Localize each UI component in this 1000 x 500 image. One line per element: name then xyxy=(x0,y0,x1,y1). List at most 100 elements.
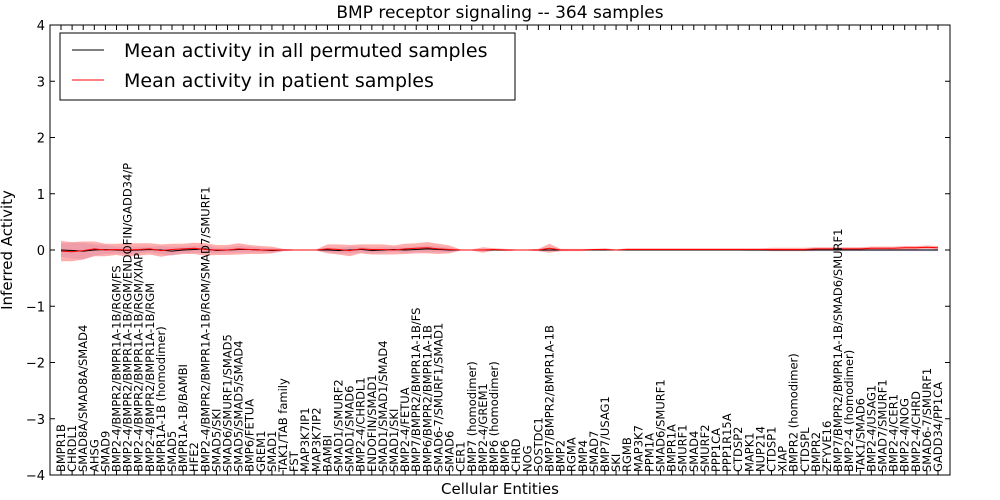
category-label: BMPR1A xyxy=(665,424,679,472)
category-label: ENDOFIN/SMAD1 xyxy=(365,374,379,472)
category-label: XIAP xyxy=(776,446,790,472)
category-label: BMP2-4/BMPR2/BMPR1A-1B/RGM/FS xyxy=(110,265,124,472)
y-tick-label: 0 xyxy=(37,244,45,259)
category-label: SMAD4 xyxy=(687,431,701,472)
series-lines xyxy=(60,246,939,253)
category-label: SMAD9 xyxy=(98,431,112,472)
category-label: BMP6/BMPR2/BMPR1A-1B xyxy=(420,325,434,472)
category-label: PPP1R15A xyxy=(720,413,734,472)
category-label: BMP6 xyxy=(498,440,512,472)
category-label: SMAD8A/SMAD8A/SMAD4 xyxy=(76,325,90,472)
category-label: FST xyxy=(287,450,301,472)
category-label: SMAD6/SMURF1/SMAD5 xyxy=(221,334,235,472)
category-label: RGMA xyxy=(565,437,579,472)
category-label: SMAD6-7/SMURF1 xyxy=(920,368,934,472)
category-label: BMP6 (homodimer) xyxy=(487,361,501,472)
category-label: BMP2-4/NOG xyxy=(898,398,912,472)
category-label: SOSTDC1 xyxy=(531,417,545,472)
category-label: NOG xyxy=(520,445,534,472)
y-tick-label: 1 xyxy=(37,188,45,203)
category-label: SMURF2 xyxy=(698,424,712,472)
category-label: BMPR1B xyxy=(54,424,68,472)
chart-title: BMP receptor signaling -- 364 samples xyxy=(336,3,663,23)
category-label: TAK1/SMAD6 xyxy=(853,398,867,473)
category-label: MAP3K7IP1 xyxy=(298,407,312,472)
category-label: PPP1CA xyxy=(709,428,723,472)
band-series-1 xyxy=(61,241,938,262)
category-label: MAP3K7IP2 xyxy=(309,407,323,472)
category-label: SMAD1/SKI xyxy=(387,409,401,472)
category-label: ZFYVE16 xyxy=(820,421,834,472)
category-label: BMP2-4/CHRD xyxy=(909,391,923,472)
category-label: HFE2 xyxy=(187,442,201,472)
category-label: SKI xyxy=(609,454,623,472)
category-label: BMP7/BMPR2/BMPR1A-1B/FS xyxy=(409,308,423,472)
category-label: BMP2 xyxy=(554,440,568,472)
category-label: SMAD5 xyxy=(165,431,179,472)
category-label: BMPR1A-1B (homodimer) xyxy=(154,326,168,472)
category-label: RGMB xyxy=(620,437,634,472)
category-label: CTDSP2 xyxy=(731,427,745,472)
category-label: MAP3K7 xyxy=(631,425,645,472)
category-label: SMAD6-7/SMURF1/SMAD1 xyxy=(431,323,445,472)
category-label: CER1 xyxy=(454,441,468,472)
category-label: SMAD1/SMURF2 xyxy=(332,379,346,472)
category-label: SMAD6 xyxy=(443,431,457,472)
category-label: BMP2-4/FETUA xyxy=(398,387,412,472)
category-label: BMP2-4 (homodimer) xyxy=(842,350,856,472)
category-label: PPM1A xyxy=(642,433,656,472)
category-label: SMAD1/SMAD6 xyxy=(343,386,357,472)
category-label: SMAD6/SMURF1 xyxy=(653,379,667,472)
category-label: SMAD7 xyxy=(587,431,601,472)
category-label: BMP6/FETUA xyxy=(243,399,257,472)
legend-label-patient: Mean activity in patient samples xyxy=(124,70,434,92)
category-label: BMP2-4/GREM1 xyxy=(476,383,490,472)
category-label: SMAD5/SMAD5/SMAD4 xyxy=(232,340,246,472)
legend-label-permuted: Mean activity in all permuted samples xyxy=(124,40,487,62)
category-label: BMP2-4/CHRDL1 xyxy=(354,377,368,472)
y-axis-title: Inferred Activity xyxy=(0,190,16,310)
category-label: BMP7/BMPR2/BMPR1A-1B/SMAD6/SMURF1 xyxy=(831,229,845,472)
category-label: BMPR2 (homodimer) xyxy=(787,353,801,472)
category-label: TAK1/TAB family xyxy=(276,378,290,473)
category-label: BMP2-4/USAG1 xyxy=(864,385,878,472)
y-tick-label: −2 xyxy=(26,357,45,372)
category-label: SMURF1 xyxy=(676,424,690,472)
y-tick-label: 3 xyxy=(37,75,45,90)
category-label: BAMBI xyxy=(320,435,334,472)
category-label: BMP7/USAG1 xyxy=(598,396,612,472)
confidence-bands xyxy=(61,241,938,262)
legend-box xyxy=(59,32,516,101)
line-series-1 xyxy=(60,246,939,253)
category-label: BMP7/BMPR2/BMPR1A-1B xyxy=(542,325,556,472)
category-label: SMAD5/SKI xyxy=(209,409,223,472)
category-label: BMPR2 xyxy=(809,432,823,472)
category-label: CTDSPL xyxy=(798,427,812,472)
category-label: BMP7 (homodimer) xyxy=(465,361,479,472)
category-label: CHRD xyxy=(509,438,523,472)
plot-frame xyxy=(49,24,951,476)
category-label: BMP2-4/BMPR2/BMPR1A-1B/RGM/ENDOFIN/GADD3… xyxy=(121,163,135,472)
category-labels: BMPR1BCHRDL1SMAD8A/SMAD8A/SMAD4AHSGSMAD9… xyxy=(54,163,945,473)
y-ticks: −4 −3 −2 −1 0 1 2 3 4 xyxy=(26,19,950,484)
category-label: CHRDL1 xyxy=(65,425,79,472)
category-label: MAPK1 xyxy=(742,432,756,472)
category-label: SMAD1 xyxy=(265,431,279,472)
category-label: BMP2-4/BMPR2/BMPR1A-1B/RGM xyxy=(143,283,157,472)
y-tick-label: −3 xyxy=(26,413,45,428)
x-ticks xyxy=(60,25,939,475)
y-tick-label: −4 xyxy=(26,469,45,484)
category-label: BMP2-4/BMPR2/BMPR1A-1B/RGM/SMAD7/SMURF1 xyxy=(198,186,212,472)
category-label: BMP2-4/BMPR2/BMPR1A-1B/RGM/XIAP xyxy=(132,253,146,472)
category-label: SMAD7/SMURF1 xyxy=(875,379,889,472)
x-axis-title: Cellular Entities xyxy=(441,480,559,498)
category-label: BMPR1A-1B/BAMBI xyxy=(176,364,190,472)
y-tick-label: 4 xyxy=(37,19,45,34)
category-label: NUP214 xyxy=(753,426,767,472)
category-label: GREM1 xyxy=(254,431,268,472)
category-label: BMP4 xyxy=(576,440,590,472)
category-label: GADD34/PP1CA xyxy=(931,382,945,472)
y-tick-label: −1 xyxy=(26,300,45,315)
category-label: AHSG xyxy=(87,439,101,472)
